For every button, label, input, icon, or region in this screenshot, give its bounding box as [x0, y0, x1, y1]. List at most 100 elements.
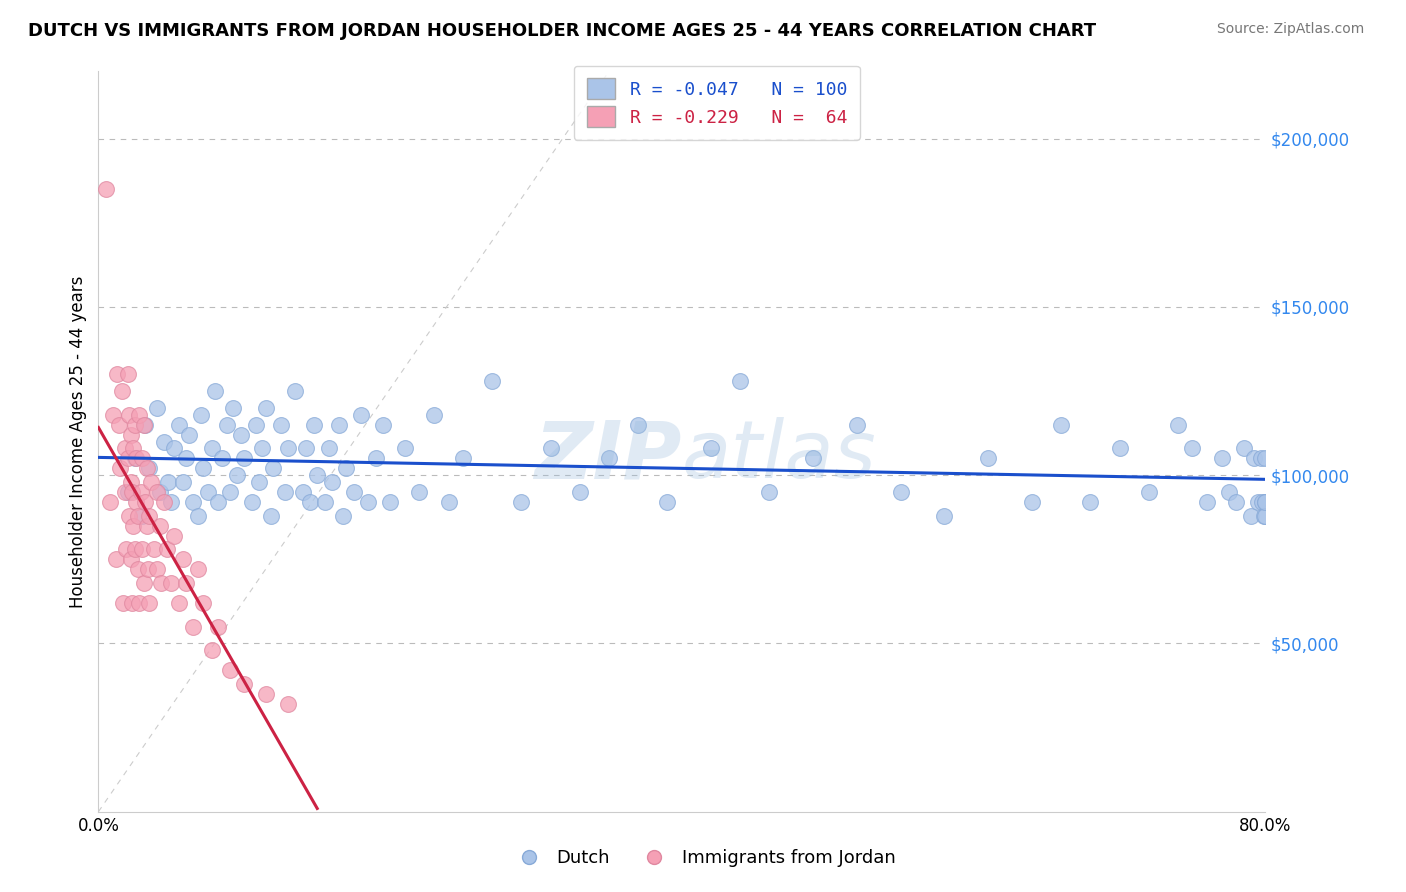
Point — [364, 451, 387, 466]
Point — [262, 461, 284, 475]
Legend: Dutch, Immigrants from Jordan: Dutch, Immigrants from Jordan — [503, 842, 903, 874]
Point — [124, 542, 146, 557]
Point — [1021, 495, 1043, 509]
Point — [254, 401, 277, 415]
Point — [128, 596, 150, 610]
Point — [117, 485, 139, 500]
Text: atlas: atlas — [682, 417, 877, 495]
Point — [284, 384, 307, 398]
Point — [245, 417, 267, 432]
Point — [108, 417, 131, 432]
Point — [394, 442, 416, 456]
Point — [124, 417, 146, 432]
Point — [163, 529, 186, 543]
Point — [142, 542, 165, 557]
Point — [247, 475, 270, 489]
Point — [187, 562, 209, 576]
Point — [934, 508, 956, 523]
Point — [730, 374, 752, 388]
Point — [1225, 495, 1247, 509]
Point — [380, 495, 402, 509]
Point — [304, 417, 326, 432]
Point — [149, 518, 172, 533]
Point — [250, 442, 273, 456]
Legend: R = -0.047   N = 100, R = -0.229   N =  64: R = -0.047 N = 100, R = -0.229 N = 64 — [574, 66, 860, 140]
Point — [423, 408, 446, 422]
Point — [758, 485, 780, 500]
Point — [1240, 508, 1263, 523]
Point — [146, 401, 169, 415]
Point — [114, 485, 136, 500]
Point — [115, 542, 138, 557]
Point — [1232, 442, 1254, 456]
Point — [135, 518, 157, 533]
Point — [1080, 495, 1102, 509]
Point — [118, 408, 141, 422]
Point — [890, 485, 912, 500]
Point — [1254, 508, 1277, 523]
Point — [160, 495, 183, 509]
Point — [134, 495, 156, 509]
Point — [218, 664, 240, 678]
Point — [277, 697, 299, 711]
Point — [122, 442, 145, 456]
Point — [700, 442, 723, 456]
Point — [1247, 495, 1270, 509]
Point — [240, 495, 263, 509]
Point — [1108, 442, 1130, 456]
Point — [125, 495, 148, 509]
Point — [138, 596, 160, 610]
Point — [94, 182, 117, 196]
Point — [177, 427, 200, 442]
Point — [1050, 417, 1073, 432]
Point — [211, 451, 233, 466]
Point — [204, 384, 226, 398]
Point — [122, 518, 145, 533]
Point — [314, 495, 336, 509]
Point — [136, 562, 159, 576]
Point — [254, 687, 277, 701]
Point — [150, 575, 173, 590]
Point — [1251, 495, 1274, 509]
Point — [120, 552, 142, 566]
Point — [201, 643, 224, 657]
Point — [187, 508, 209, 523]
Point — [156, 542, 179, 557]
Point — [233, 451, 256, 466]
Point — [259, 508, 281, 523]
Point — [221, 401, 243, 415]
Point — [1254, 495, 1277, 509]
Point — [801, 451, 824, 466]
Point — [146, 485, 169, 500]
Point — [117, 368, 139, 382]
Point — [131, 508, 153, 523]
Point — [139, 475, 162, 489]
Point — [350, 408, 373, 422]
Point — [277, 442, 299, 456]
Point — [193, 461, 215, 475]
Point — [174, 575, 197, 590]
Point — [112, 596, 135, 610]
Point — [132, 417, 155, 432]
Point — [1243, 451, 1265, 466]
Point — [120, 475, 142, 489]
Point — [451, 451, 474, 466]
Text: DUTCH VS IMMIGRANTS FROM JORDAN HOUSEHOLDER INCOME AGES 25 - 44 YEARS CORRELATIO: DUTCH VS IMMIGRANTS FROM JORDAN HOUSEHOL… — [28, 22, 1097, 40]
Point — [218, 485, 240, 500]
Point — [540, 442, 562, 456]
Point — [1211, 451, 1233, 466]
Point — [134, 417, 156, 432]
Point — [1218, 485, 1240, 500]
Point — [190, 408, 212, 422]
Point — [274, 485, 297, 500]
Point — [510, 495, 533, 509]
Point — [328, 417, 350, 432]
Point — [114, 442, 136, 456]
Point — [1250, 451, 1272, 466]
Point — [129, 485, 152, 500]
Point — [201, 442, 224, 456]
Point — [318, 442, 340, 456]
Y-axis label: Householder Income Ages 25 - 44 years: Householder Income Ages 25 - 44 years — [69, 276, 87, 607]
Point — [657, 495, 679, 509]
Point — [167, 417, 190, 432]
